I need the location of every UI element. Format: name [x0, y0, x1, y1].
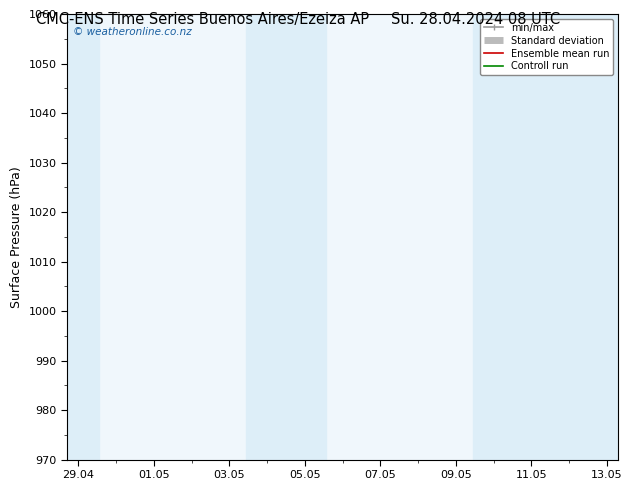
- Bar: [548, 14, 618, 460]
- Bar: [247, 14, 288, 460]
- Bar: [473, 14, 514, 460]
- Bar: [284, 14, 326, 460]
- Y-axis label: Surface Pressure (hPa): Surface Pressure (hPa): [10, 166, 23, 308]
- Bar: [511, 14, 552, 460]
- Text: © weatheronline.co.nz: © weatheronline.co.nz: [73, 27, 191, 37]
- Text: Su. 28.04.2024 08 UTC: Su. 28.04.2024 08 UTC: [391, 12, 560, 27]
- Bar: [67, 14, 99, 460]
- Text: CMC-ENS Time Series Buenos Aires/Ezeiza AP: CMC-ENS Time Series Buenos Aires/Ezeiza …: [36, 12, 370, 27]
- Legend: min/max, Standard deviation, Ensemble mean run, Controll run: min/max, Standard deviation, Ensemble me…: [480, 19, 614, 75]
